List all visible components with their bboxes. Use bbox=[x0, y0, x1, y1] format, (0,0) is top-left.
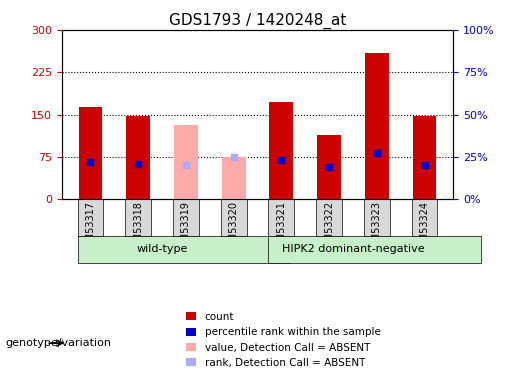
FancyBboxPatch shape bbox=[316, 199, 342, 236]
Bar bbox=[317, 135, 341, 199]
Text: GSM53321: GSM53321 bbox=[277, 201, 286, 254]
FancyBboxPatch shape bbox=[78, 199, 104, 236]
FancyBboxPatch shape bbox=[78, 236, 290, 262]
Title: GDS1793 / 1420248_at: GDS1793 / 1420248_at bbox=[169, 12, 346, 28]
FancyBboxPatch shape bbox=[173, 199, 199, 236]
Bar bbox=[174, 125, 198, 199]
Text: GSM53322: GSM53322 bbox=[324, 201, 334, 254]
Bar bbox=[269, 102, 294, 199]
Bar bbox=[126, 116, 150, 199]
Text: GSM53323: GSM53323 bbox=[372, 201, 382, 254]
FancyBboxPatch shape bbox=[268, 236, 482, 262]
Text: GSM53324: GSM53324 bbox=[420, 201, 430, 254]
Text: GSM53320: GSM53320 bbox=[229, 201, 238, 254]
Bar bbox=[221, 157, 246, 199]
Text: genotype/variation: genotype/variation bbox=[5, 338, 111, 348]
Bar bbox=[365, 53, 389, 199]
FancyBboxPatch shape bbox=[411, 199, 437, 236]
Text: HIPK2 dominant-negative: HIPK2 dominant-negative bbox=[282, 244, 424, 254]
FancyBboxPatch shape bbox=[364, 199, 390, 236]
Bar bbox=[78, 107, 102, 199]
Legend: count, percentile rank within the sample, value, Detection Call = ABSENT, rank, : count, percentile rank within the sample… bbox=[184, 310, 383, 370]
Text: GSM53318: GSM53318 bbox=[133, 201, 143, 254]
FancyBboxPatch shape bbox=[221, 199, 247, 236]
FancyBboxPatch shape bbox=[268, 199, 294, 236]
FancyBboxPatch shape bbox=[125, 199, 151, 236]
Text: GSM53319: GSM53319 bbox=[181, 201, 191, 254]
Text: wild-type: wild-type bbox=[136, 244, 188, 254]
Bar bbox=[413, 116, 437, 199]
Text: GSM53317: GSM53317 bbox=[85, 201, 95, 254]
